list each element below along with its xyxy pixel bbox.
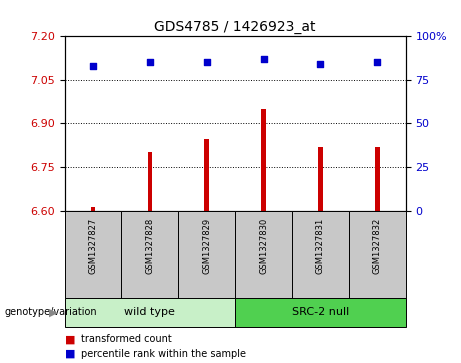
Text: ■: ■ <box>65 334 75 344</box>
Point <box>317 61 324 67</box>
Text: GSM1327831: GSM1327831 <box>316 217 325 274</box>
Text: GSM1327829: GSM1327829 <box>202 217 211 274</box>
Bar <box>148 152 152 211</box>
Text: genotype/variation: genotype/variation <box>5 307 97 317</box>
Bar <box>121 211 178 298</box>
Text: wild type: wild type <box>124 307 175 317</box>
Title: GDS4785 / 1426923_at: GDS4785 / 1426923_at <box>154 20 316 34</box>
Text: GSM1327830: GSM1327830 <box>259 217 268 274</box>
Text: GSM1327828: GSM1327828 <box>145 217 154 274</box>
Bar <box>65 298 235 327</box>
Bar <box>292 211 349 298</box>
Point <box>260 56 267 62</box>
Bar <box>375 147 379 211</box>
Text: ▶: ▶ <box>49 307 58 317</box>
Point <box>146 60 154 65</box>
Text: percentile rank within the sample: percentile rank within the sample <box>81 349 246 359</box>
Bar <box>349 211 406 298</box>
Text: GSM1327827: GSM1327827 <box>89 217 97 274</box>
Text: transformed count: transformed count <box>81 334 171 344</box>
Bar <box>235 211 292 298</box>
Point <box>203 60 210 65</box>
Bar <box>318 147 323 211</box>
Text: SRC-2 null: SRC-2 null <box>292 307 349 317</box>
Point <box>373 60 381 65</box>
Text: ■: ■ <box>65 349 75 359</box>
Bar <box>235 298 406 327</box>
Bar <box>261 109 266 211</box>
Bar <box>65 211 121 298</box>
Bar <box>178 211 235 298</box>
Bar <box>91 207 95 211</box>
Text: GSM1327832: GSM1327832 <box>373 217 382 274</box>
Bar <box>204 139 209 211</box>
Point <box>89 63 97 69</box>
